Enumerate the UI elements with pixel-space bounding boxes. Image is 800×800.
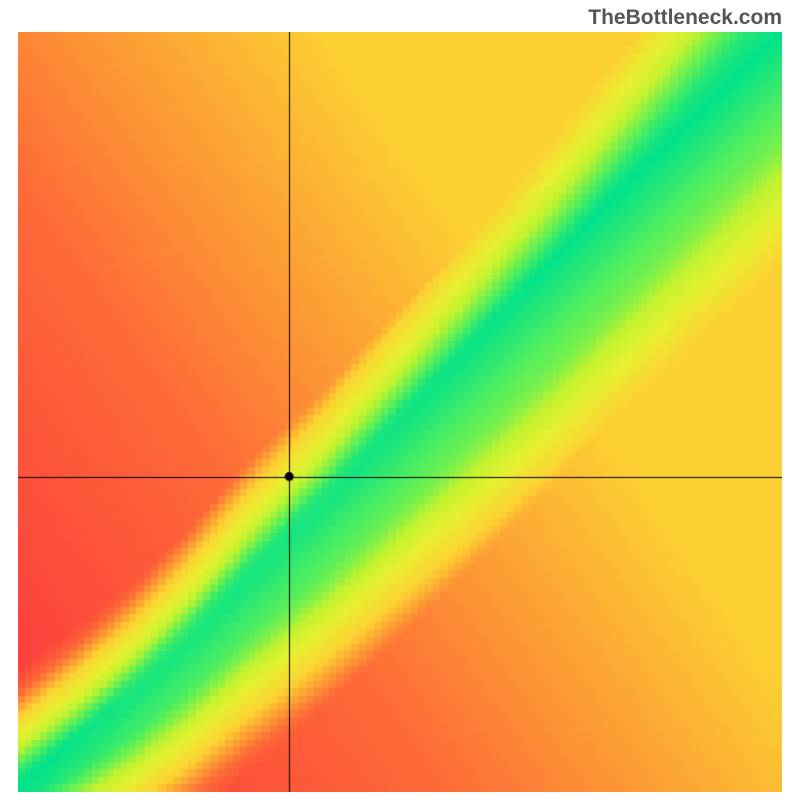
- heatmap-chart: [18, 32, 782, 792]
- watermark-text: TheBottleneck.com: [588, 6, 782, 30]
- heatmap-canvas: [18, 32, 782, 792]
